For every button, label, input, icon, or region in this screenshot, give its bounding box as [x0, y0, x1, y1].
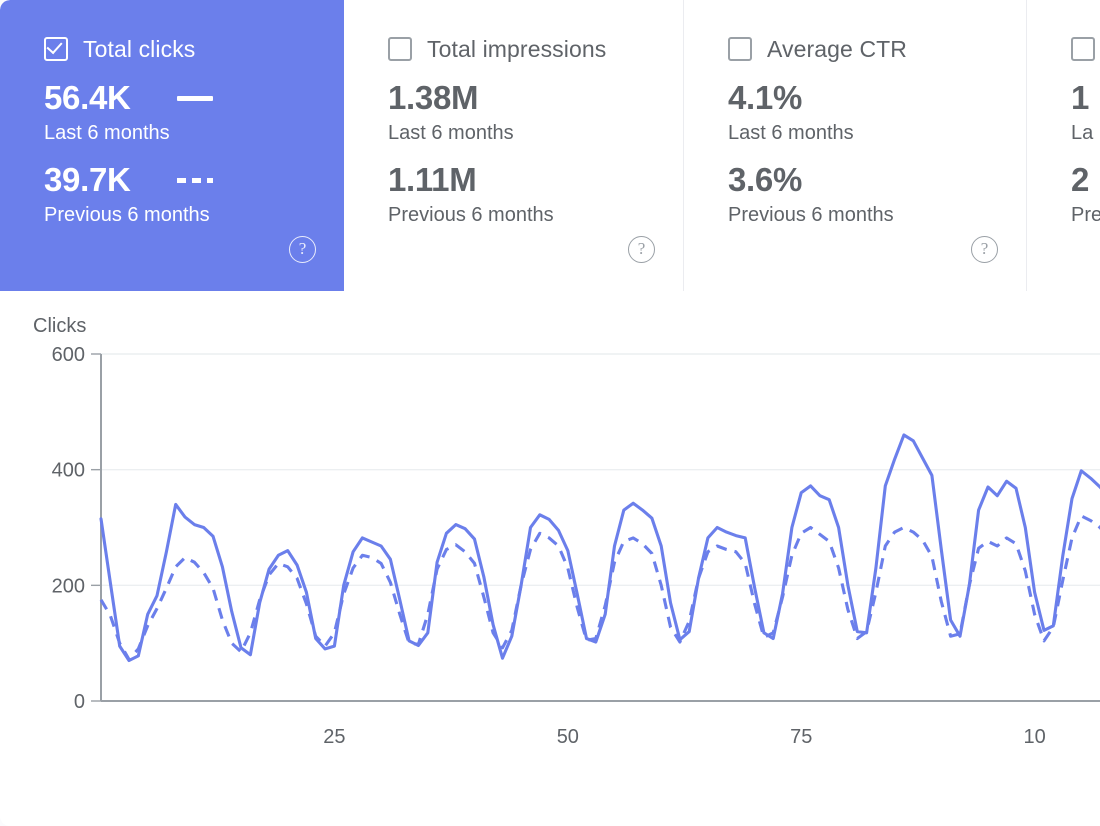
metric-previous-row: 3.6% — [728, 160, 1026, 200]
y-axis-title: Clicks — [33, 315, 87, 337]
metric-card-label: Total impressions — [427, 35, 607, 62]
metric-card-total-clicks[interactable]: Total clicks 56.4K Last 6 months 39.7K P… — [0, 0, 344, 291]
checkbox-average-ctr[interactable] — [728, 37, 752, 61]
metric-previous-row: 39.7K — [44, 160, 344, 200]
series-previous-6-months — [99, 514, 1100, 661]
metric-previous-period: Pre — [1071, 204, 1100, 226]
metric-current-row: 1.38M — [388, 78, 683, 118]
metric-card-header[interactable]: Total impressions — [388, 34, 683, 64]
checkbox-total-clicks[interactable] — [44, 37, 68, 61]
metric-previous-period: Previous 6 months — [728, 204, 894, 226]
solid-line-legend-icon — [176, 95, 213, 101]
metric-previous-row: 2 — [1071, 160, 1100, 200]
metric-current-value: 56.4K — [44, 79, 131, 116]
y-tick-label: 200 — [52, 575, 85, 597]
metric-previous-value: 1.11M — [388, 161, 477, 198]
help-circle-icon[interactable]: ? — [628, 236, 655, 263]
metric-current-value: 1 — [1071, 79, 1090, 116]
clicks-line-chart: Clicks 0 200 400 600 25 50 75 10 — [0, 291, 1100, 826]
y-tick-label: 0 — [74, 691, 85, 713]
metric-card-label: Total clicks — [83, 35, 196, 62]
metric-card-total-impressions[interactable]: Total impressions 1.38M Last 6 months 1.… — [344, 0, 684, 291]
help-circle-icon[interactable]: ? — [289, 236, 316, 263]
y-tick-label: 400 — [52, 460, 85, 482]
metric-previous-value: 39.7K — [44, 161, 131, 198]
x-tick-label: 25 — [323, 726, 345, 748]
help-circle-icon[interactable]: ? — [971, 236, 998, 263]
metric-card-header[interactable] — [1071, 34, 1100, 64]
metric-previous-period: Previous 6 months — [44, 204, 210, 226]
metric-card-clipped[interactable]: 1 La 2 Pre — [1027, 0, 1100, 291]
checkbox-clipped-metric[interactable] — [1071, 37, 1095, 61]
metric-current-period: Last 6 months — [728, 122, 854, 144]
metric-card-header[interactable]: Average CTR — [728, 34, 1026, 64]
metric-current-value: 1.38M — [388, 79, 479, 116]
dashed-line-legend-icon — [176, 177, 213, 183]
x-tick-label: 50 — [557, 726, 579, 748]
metric-previous-period: Previous 6 months — [388, 204, 554, 226]
metric-current-row: 56.4K — [44, 78, 344, 118]
metric-current-period: La — [1071, 122, 1094, 144]
metric-previous-row: 1.11M — [388, 160, 683, 200]
metric-card-average-ctr[interactable]: Average CTR 4.1% Last 6 months 3.6% Prev… — [684, 0, 1027, 291]
metric-current-period: Last 6 months — [44, 122, 170, 144]
metric-current-period: Last 6 months — [388, 122, 514, 144]
metric-card-label: Average CTR — [767, 35, 908, 62]
chart-svg: 0 200 400 600 25 50 75 10 — [52, 344, 1100, 748]
metric-previous-value: 2 — [1071, 161, 1090, 198]
y-tick-label: 600 — [52, 344, 85, 366]
metric-current-row: 4.1% — [728, 78, 1026, 118]
metric-current-row: 1 — [1071, 78, 1100, 118]
metric-cards-row: Total clicks 56.4K Last 6 months 39.7K P… — [0, 0, 1100, 291]
metric-current-value: 4.1% — [728, 79, 803, 116]
metric-previous-value: 3.6% — [728, 161, 803, 198]
x-tick-label: 75 — [790, 726, 812, 748]
x-tick-label: 10 — [1024, 726, 1046, 748]
series-last-6-months — [99, 433, 1100, 663]
checkbox-total-impressions[interactable] — [388, 37, 412, 61]
metric-card-header[interactable]: Total clicks — [44, 34, 344, 64]
